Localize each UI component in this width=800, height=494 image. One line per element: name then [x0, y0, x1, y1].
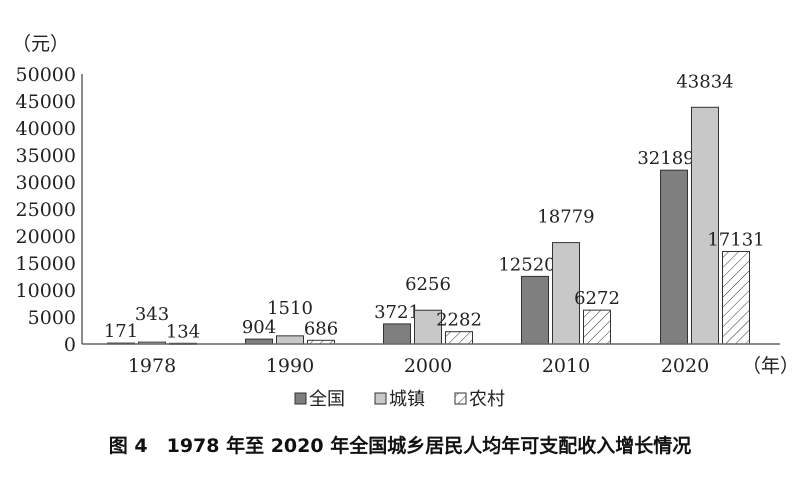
data-label: 18779 — [537, 207, 594, 228]
y-tick-label: 45000 — [16, 91, 76, 113]
legend-swatch — [374, 392, 387, 405]
bar-农村-2020 — [722, 250, 750, 345]
bar-城镇-1990 — [276, 335, 304, 345]
bar-全国-2010 — [521, 275, 549, 345]
y-tick-label: 40000 — [16, 118, 76, 140]
bar-全国-2000 — [383, 323, 411, 345]
y-tick-label: 10000 — [16, 280, 76, 302]
x-axis-label: （年） — [742, 355, 799, 377]
legend-swatch — [454, 392, 467, 405]
y-ticks: 0 5000 10000 15000 20000 25000 30000 35000 40000… — [16, 64, 76, 356]
legend-label: 城镇 — [389, 389, 425, 410]
y-tick-label: 0 — [64, 334, 76, 356]
x-ticks: 1978 1990 2000 2010 2020 — [128, 355, 709, 377]
x-tick-label: 1990 — [266, 355, 314, 377]
x-tick-label: 1978 — [128, 355, 176, 377]
legend-label: 全国 — [309, 389, 345, 410]
y-axis-label: （元） — [12, 33, 69, 55]
y-tick-label: 25000 — [16, 199, 76, 221]
x-tick-label: 2000 — [404, 355, 452, 377]
data-label: 1510 — [267, 298, 313, 319]
bar-城镇-2020 — [691, 106, 719, 345]
data-label: 6272 — [574, 288, 620, 309]
x-tick-label: 2020 — [661, 355, 709, 377]
y-tick-label: 35000 — [16, 145, 76, 167]
chart-title: 图 4 1978 年至 2020 年全国城乡居民人均年可支配收入增长情况 — [109, 434, 691, 457]
legend-label: 农村 — [469, 389, 505, 410]
data-label: 171 — [104, 321, 138, 342]
bar-农村-2000 — [445, 331, 473, 345]
bar-城镇-2010 — [552, 242, 580, 345]
y-tick-label: 15000 — [16, 253, 76, 275]
data-label: 3721 — [374, 302, 420, 323]
data-label: 904 — [242, 317, 276, 338]
y-tick-label: 30000 — [16, 172, 76, 194]
data-label: 32189 — [637, 148, 694, 169]
y-tick-label: 50000 — [16, 64, 76, 86]
data-label: 6256 — [405, 274, 451, 295]
bar-全国-2020 — [660, 169, 688, 345]
data-label: 43834 — [676, 71, 733, 92]
legend-swatch — [294, 392, 307, 405]
data-label: 343 — [135, 304, 169, 325]
data-label: 17131 — [707, 229, 764, 250]
data-label: 134 — [166, 321, 200, 342]
bar-农村-2010 — [583, 309, 611, 345]
data-label: 12520 — [498, 254, 555, 275]
y-tick-label: 5000 — [28, 307, 76, 329]
data-label: 2282 — [436, 310, 482, 331]
x-tick-label: 2010 — [542, 355, 590, 377]
data-label: 686 — [304, 318, 338, 339]
y-tick-label: 20000 — [16, 226, 76, 248]
legend: 全国 城镇 农村 — [294, 389, 505, 410]
